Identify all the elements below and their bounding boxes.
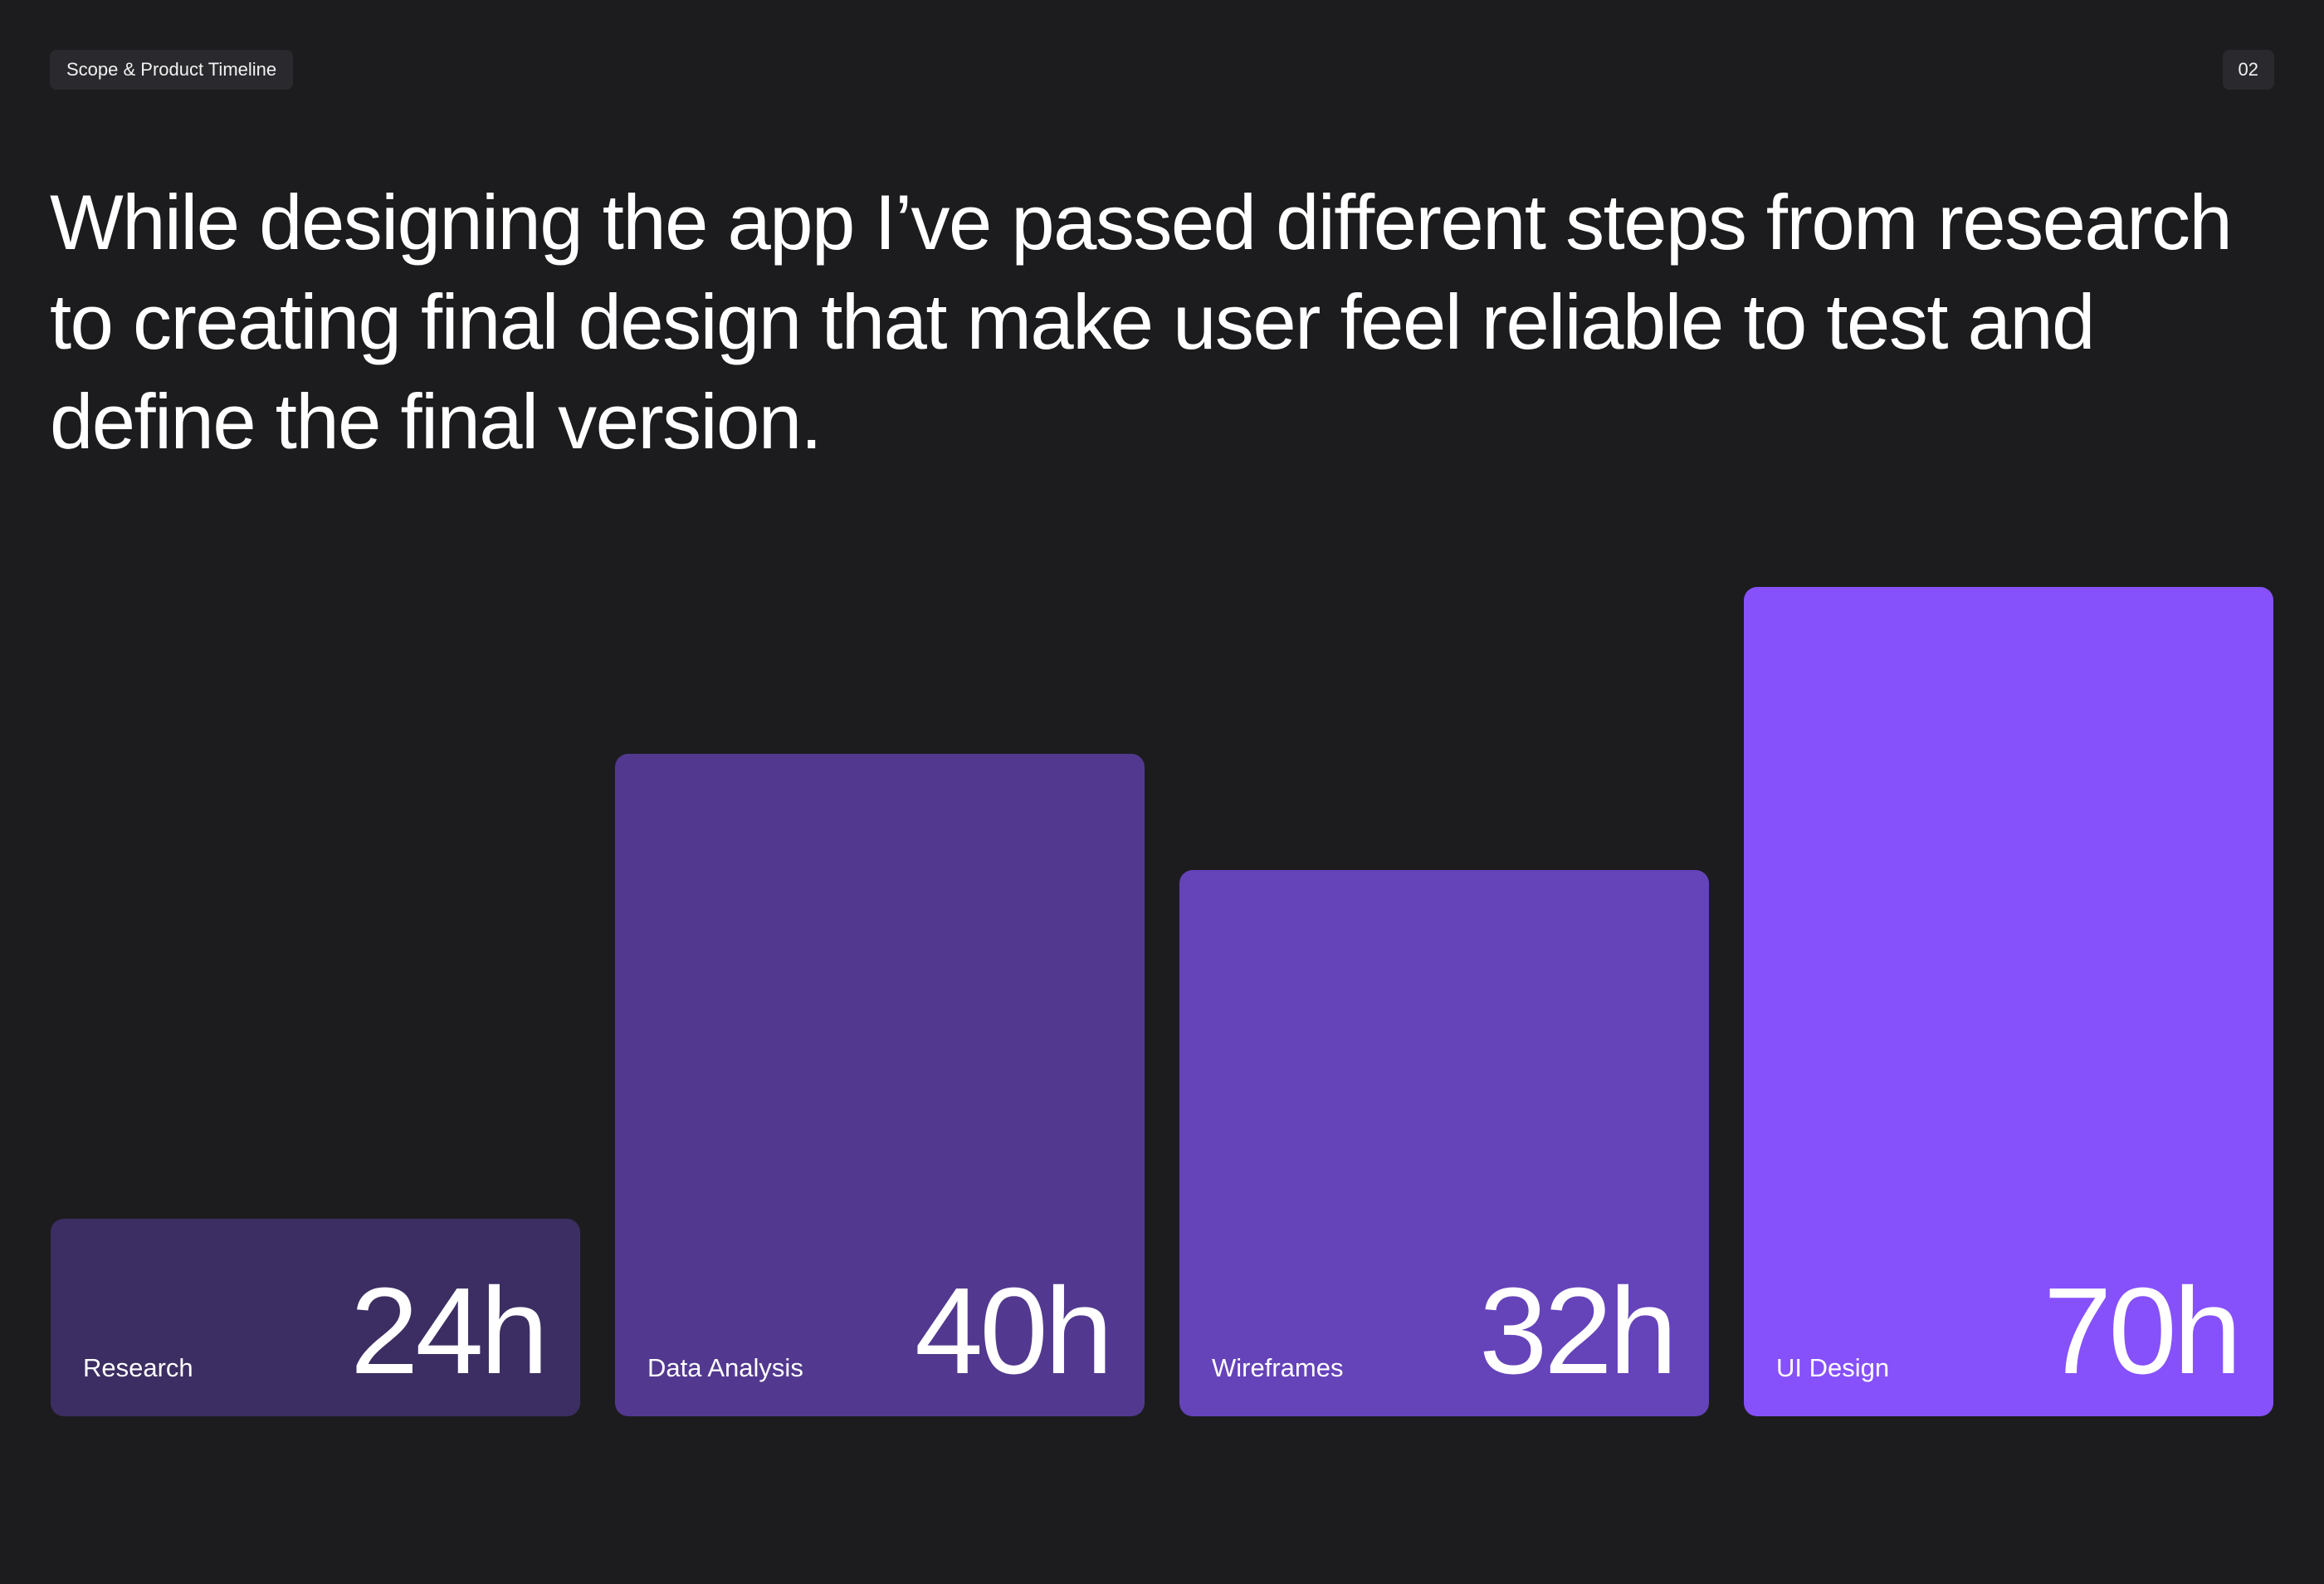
headline: While designing the app I’ve passed diff… <box>50 178 2233 465</box>
bar-label: UI Design <box>1776 1353 1890 1382</box>
section-tag: Scope & Product Timeline <box>50 50 294 90</box>
bar-label: Wireframes <box>1212 1353 1344 1382</box>
bar-value-label: 24h <box>350 1263 549 1400</box>
page-number: 02 <box>2222 50 2274 90</box>
bar-ui-design: UI Design 70h <box>1744 587 2273 1416</box>
bar-label: Data Analysis <box>647 1353 803 1382</box>
bar-value-label: 40h <box>915 1263 1113 1400</box>
bar-research: Research 24h <box>51 1219 580 1416</box>
bar-label: Research <box>83 1353 193 1382</box>
bar-data-analysis: Data Analysis 40h <box>615 754 1145 1416</box>
bar-value-label: 70h <box>2043 1263 2242 1400</box>
bar-wireframes: Wireframes 32h <box>1179 870 1709 1416</box>
bar-value-label: 32h <box>1479 1263 1677 1400</box>
